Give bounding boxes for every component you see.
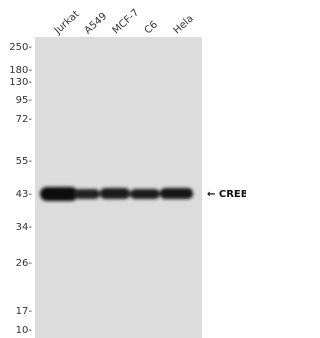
marker-label: 72- (16, 114, 33, 125)
band (100, 188, 130, 199)
band (40, 187, 78, 201)
marker-label: 180- (9, 65, 32, 76)
marker-label: 17- (16, 306, 33, 317)
band (130, 189, 160, 199)
band (74, 189, 100, 199)
marker-label: 250- (9, 42, 32, 53)
bands (40, 187, 193, 201)
lane-label: MCF-7 (111, 7, 142, 36)
marker-label: 26- (16, 258, 33, 269)
marker-label: 55- (16, 156, 33, 167)
marker-label: 95- (16, 95, 33, 106)
lane-label: Hela (172, 13, 196, 36)
marker-label: 43- (16, 189, 33, 200)
band-label: ← CREB (207, 189, 246, 200)
lane-label: C6 (143, 19, 160, 36)
marker-label: 10- (16, 325, 33, 336)
lane-label: Jurkat (52, 9, 82, 37)
band (160, 188, 193, 199)
marker-label: 34- (16, 222, 33, 233)
lane-label: A549 (83, 11, 110, 37)
marker-label: 130- (9, 77, 32, 88)
